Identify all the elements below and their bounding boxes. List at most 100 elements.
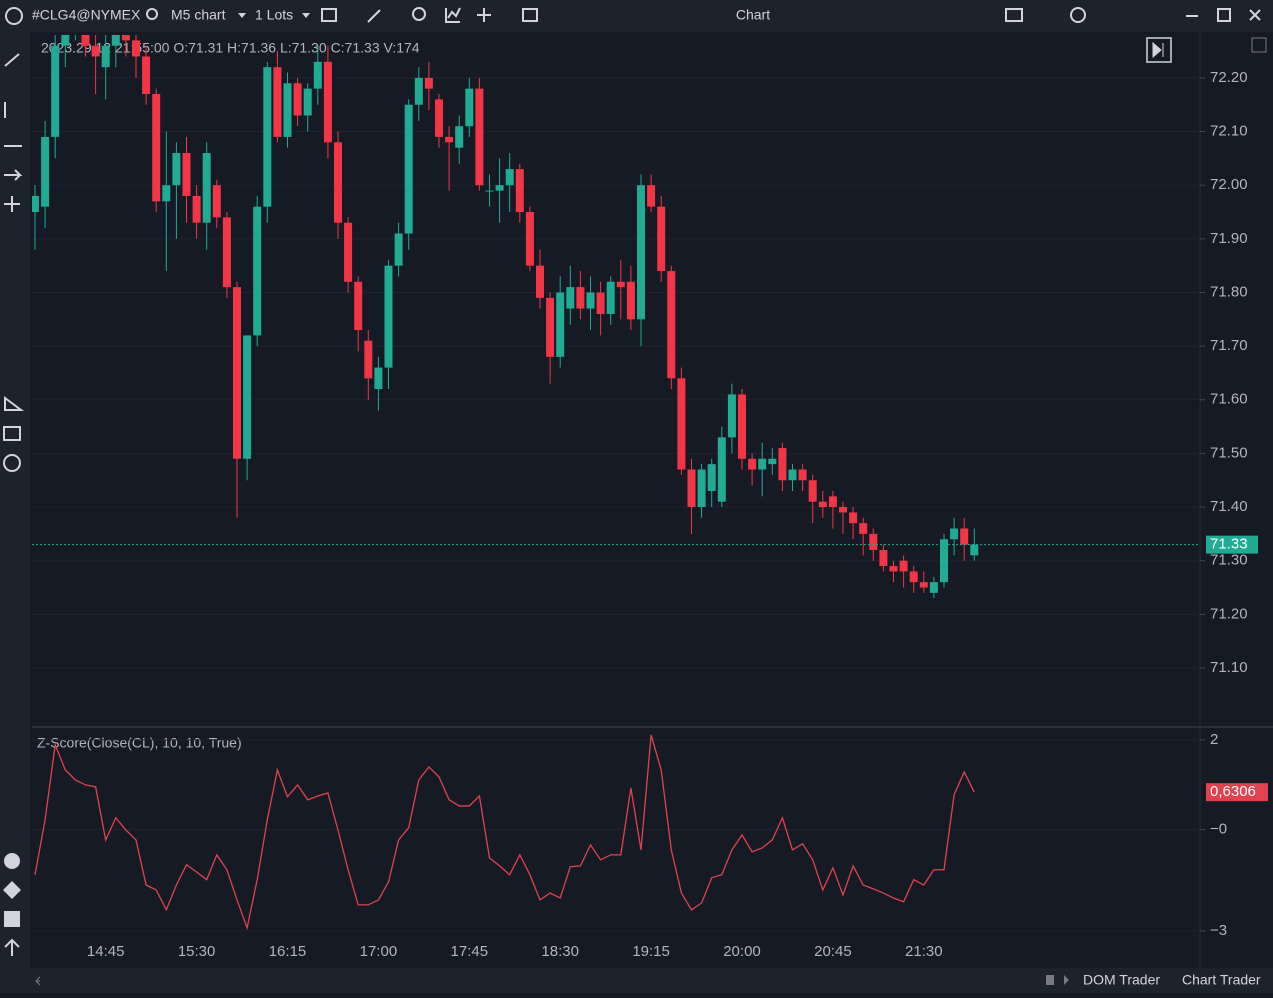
tool-icon[interactable] (4, 396, 24, 411)
indicator-panel (32, 734, 1200, 932)
timeframe[interactable]: M5 chart (171, 7, 226, 23)
x-tick-label: 17:45 (451, 943, 489, 960)
candle-body (970, 544, 979, 556)
candle-body (859, 523, 868, 534)
tool-icon[interactable] (4, 196, 20, 212)
tool-icon[interactable] (3, 454, 21, 472)
lots[interactable]: 1 Lots (255, 7, 293, 23)
dropdown-arrow[interactable] (238, 13, 246, 18)
tool-icon[interactable] (3, 881, 21, 899)
current-value-tag (1206, 783, 1268, 802)
tool-icon[interactable] (4, 169, 23, 181)
candle-body (273, 67, 282, 137)
tool-icon[interactable] (4, 53, 20, 67)
candle-body (404, 104, 413, 234)
candle-body (364, 340, 373, 379)
y-tick-label: 71.60 (1210, 391, 1248, 408)
toolbar-icon[interactable] (367, 9, 381, 23)
toolbar-icon[interactable] (445, 7, 461, 23)
candle-body (202, 153, 211, 223)
current-price-label: 71.33 (1210, 536, 1248, 553)
y-tick-label: 71.40 (1210, 498, 1248, 515)
candle-body (374, 367, 383, 390)
chart-trader[interactable]: Chart Trader (1182, 972, 1261, 988)
y-tick-label: 71.90 (1210, 230, 1248, 247)
candle-body (263, 67, 272, 207)
add-icon[interactable] (477, 8, 491, 22)
candle-body (182, 153, 191, 196)
tool-icon[interactable] (4, 911, 20, 927)
tool-icon[interactable] (4, 853, 20, 869)
candle-body (303, 88, 312, 116)
candle-body (839, 507, 847, 513)
scroll-left[interactable] (35, 976, 41, 986)
candle-body (768, 458, 777, 465)
current-value-label: 0,6306 (1210, 783, 1256, 800)
dom-trader[interactable]: DOM Trader (1083, 972, 1160, 988)
toolbar-icon[interactable] (522, 8, 538, 22)
candle-body (283, 83, 292, 137)
x-tick-label: 17:00 (360, 943, 398, 960)
candle-body (849, 512, 858, 524)
dropdown-arrow[interactable] (302, 13, 310, 18)
candle-body (738, 394, 746, 459)
candle-body (546, 297, 555, 357)
y-tick-label: −0 (1210, 821, 1227, 838)
candle-body (707, 464, 716, 491)
candle-body (445, 136, 454, 143)
candle-body (536, 265, 544, 298)
x-tick-label: 18:30 (541, 943, 579, 960)
search-icon[interactable] (146, 8, 158, 20)
candle-body (637, 185, 645, 320)
tool-icon[interactable] (3, 426, 21, 441)
candle-body (485, 190, 494, 192)
candle-body (243, 335, 252, 459)
candle-body (313, 61, 322, 89)
candle-body (505, 169, 514, 186)
candle-body (152, 94, 161, 202)
candle-body (778, 448, 787, 481)
x-tick-label: 20:45 (814, 943, 852, 960)
scroll-to-end[interactable] (1146, 37, 1172, 63)
candle-body (869, 533, 878, 550)
candle-body (172, 153, 181, 186)
candle-body (323, 61, 332, 143)
candle-body (566, 287, 575, 309)
candle-body (515, 169, 524, 213)
toolbar-icon[interactable] (1070, 7, 1086, 23)
y-tick-label: 72.10 (1210, 123, 1248, 140)
panel-toggle[interactable] (1046, 975, 1069, 985)
f-button[interactable] (1251, 37, 1267, 53)
camera-icon[interactable] (1005, 8, 1023, 22)
symbol[interactable]: #CLG4@NYMEX (32, 7, 141, 23)
candle-body (414, 77, 423, 105)
candle-body (818, 501, 827, 508)
price-panel (32, 35, 1200, 669)
toolbar-icon[interactable] (321, 8, 337, 22)
x-tick-label: 19:15 (632, 943, 670, 960)
candle-body (647, 185, 656, 207)
candle-body (576, 287, 585, 309)
candle-body (909, 571, 918, 583)
candle-body (424, 77, 433, 89)
candle-body (192, 195, 201, 223)
candle-body (586, 292, 595, 309)
x-tick-label: 20:00 (723, 943, 761, 960)
close[interactable] (1249, 9, 1261, 21)
candle-body (929, 582, 938, 593)
candle-body (596, 292, 605, 314)
candle-body (798, 469, 807, 481)
candle-body (162, 185, 171, 202)
tool-icon[interactable] (4, 938, 20, 956)
candle-body (677, 378, 686, 470)
candle-body (788, 469, 797, 481)
logo[interactable] (5, 7, 23, 25)
drawing-tools (3, 53, 24, 956)
candle-body (808, 480, 817, 502)
scroll-icon[interactable] (1152, 41, 1164, 59)
indicator-title: Z-Score(Close(CL), 10, 10, True) (37, 735, 242, 751)
zoom-icon[interactable] (412, 7, 426, 21)
maximize[interactable] (1217, 8, 1231, 22)
top-toolbar (0, 0, 1273, 32)
